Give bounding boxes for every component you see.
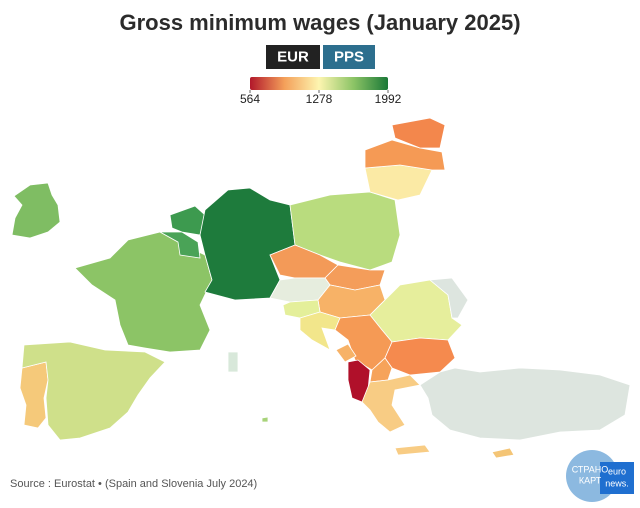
legend-tick-label: 1278: [306, 92, 333, 106]
legend-tick-label: 1992: [375, 92, 402, 106]
eur-label[interactable]: EUR: [277, 48, 309, 65]
eur-button[interactable]: [266, 45, 320, 69]
turkey: [419, 367, 631, 441]
netherlands: [169, 205, 206, 236]
crete: [394, 444, 431, 456]
sardinia: [227, 351, 239, 373]
pps-button[interactable]: [323, 45, 375, 69]
ireland: [11, 182, 61, 239]
bulgaria: [384, 337, 456, 376]
cyprus: [491, 447, 515, 459]
logo-square: [600, 462, 634, 494]
logo-bottom: КАРТ: [579, 475, 602, 485]
countries: [11, 117, 631, 459]
source: Source : Eurostat • (Spain and Slovenia …: [10, 478, 257, 490]
legend-tick-label: 564: [240, 92, 260, 106]
greece: [361, 374, 421, 433]
montenegro: [335, 343, 357, 363]
logo-brand: euro: [608, 466, 626, 476]
legend-ticks: 564 1278 1992: [240, 90, 402, 106]
title: Gross minimum wages (January 2025): [119, 10, 520, 35]
logo-top: СТРАНО: [572, 464, 609, 474]
north-macedonia: [369, 357, 393, 383]
malta: [261, 416, 269, 423]
estonia: [391, 117, 446, 149]
moldova: [429, 277, 469, 319]
croatia: [299, 311, 341, 351]
legend-scale: [250, 77, 388, 90]
spain: [21, 341, 166, 441]
france: [74, 231, 213, 353]
logo-brand2: news.: [605, 478, 629, 488]
latvia: [364, 139, 446, 171]
logo: СТРАНО КАРТ euro news.: [566, 450, 634, 502]
portugal: [19, 361, 49, 429]
pps-label[interactable]: PPS: [334, 48, 364, 65]
